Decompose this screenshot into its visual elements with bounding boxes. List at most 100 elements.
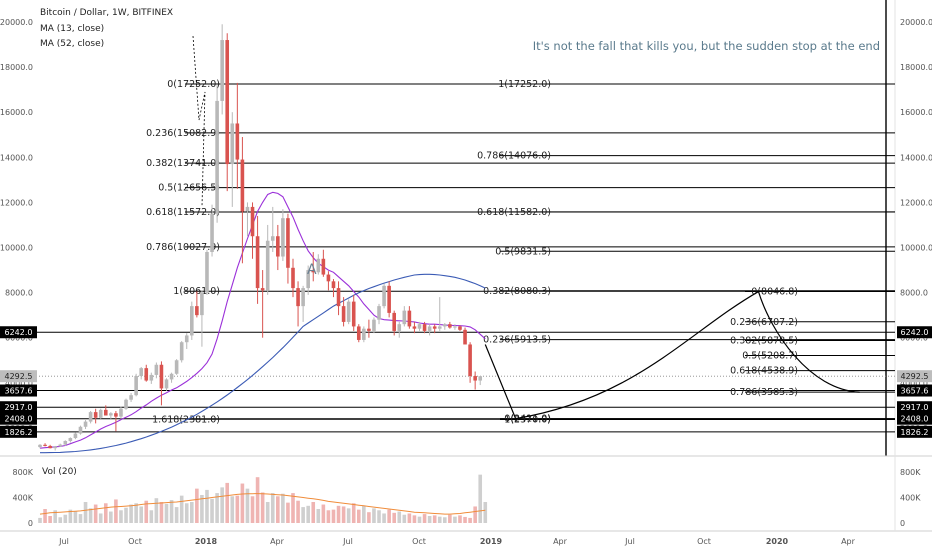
candle[interactable] (205, 249, 209, 295)
candle[interactable] (179, 341, 184, 363)
volume-bar[interactable] (144, 500, 149, 523)
candle[interactable] (240, 137, 245, 264)
candle[interactable] (114, 410, 118, 432)
candle[interactable] (351, 294, 356, 331)
candle[interactable] (220, 24, 224, 115)
candle[interactable] (407, 306, 412, 329)
volume-legend[interactable]: Vol (20) (42, 467, 77, 477)
volume-bar[interactable] (149, 510, 154, 523)
volume-bar[interactable] (478, 474, 483, 523)
volume-bar[interactable] (98, 513, 103, 523)
candle[interactable] (270, 206, 275, 253)
volume-bar[interactable] (412, 515, 417, 523)
volume-bar[interactable] (250, 496, 255, 523)
volume-bar[interactable] (326, 510, 331, 523)
volume-bar[interactable] (270, 493, 275, 523)
candle[interactable] (306, 265, 310, 295)
volume-bar[interactable] (265, 502, 270, 523)
volume-bar[interactable] (220, 487, 224, 523)
candle[interactable] (265, 224, 270, 295)
candle[interactable] (149, 372, 154, 384)
volume-bar[interactable] (139, 506, 143, 523)
volume-bar[interactable] (346, 508, 351, 523)
candle[interactable] (311, 252, 316, 282)
volume-bar[interactable] (255, 477, 260, 523)
candle[interactable] (38, 444, 42, 449)
projection-decline-curve[interactable] (757, 291, 860, 393)
candle[interactable] (109, 412, 113, 419)
volume-bar[interactable] (195, 488, 199, 523)
ma52-legend[interactable]: MA (52, close) (40, 39, 104, 49)
candle[interactable] (432, 324, 437, 334)
volume-bar[interactable] (281, 493, 285, 523)
candle[interactable] (134, 373, 138, 397)
candle[interactable] (164, 378, 169, 391)
volume-bar[interactable] (38, 517, 42, 523)
volume-bar[interactable] (341, 506, 346, 523)
candle[interactable] (372, 317, 376, 334)
candle[interactable] (195, 291, 199, 318)
volume-bar[interactable] (63, 514, 68, 523)
candle[interactable] (63, 440, 68, 446)
volume-bar[interactable] (432, 515, 437, 523)
volume-bar[interactable] (68, 509, 73, 523)
candle[interactable] (225, 33, 230, 192)
candle[interactable] (437, 297, 442, 331)
candle[interactable] (230, 112, 235, 207)
candle[interactable] (382, 283, 386, 309)
volume-bar[interactable] (43, 509, 47, 523)
candle[interactable] (159, 361, 164, 406)
volume-bar[interactable] (443, 517, 447, 523)
volume-bar[interactable] (200, 495, 204, 523)
candle[interactable] (83, 420, 88, 430)
candle[interactable] (93, 408, 98, 424)
volume-bar[interactable] (78, 514, 83, 523)
volume-bar[interactable] (88, 508, 93, 523)
volume-bar[interactable] (321, 504, 326, 523)
candle[interactable] (250, 202, 255, 259)
volume-bar[interactable] (276, 496, 280, 523)
volume-bar[interactable] (235, 495, 240, 523)
candle[interactable] (392, 310, 396, 336)
ma13-legend[interactable]: MA (13, close) (40, 24, 104, 34)
candle[interactable] (98, 408, 103, 419)
volume-bar[interactable] (109, 511, 113, 523)
volume-bar[interactable] (316, 509, 321, 523)
volume-bar[interactable] (382, 513, 386, 523)
candle[interactable] (301, 285, 305, 322)
candle[interactable] (245, 202, 250, 237)
candle[interactable] (286, 213, 290, 284)
volume-bar[interactable] (306, 505, 310, 523)
candle[interactable] (443, 323, 447, 330)
candle[interactable] (144, 364, 149, 382)
candle[interactable] (341, 297, 346, 327)
candle[interactable] (255, 215, 260, 304)
projection-rally-curve[interactable] (515, 291, 759, 420)
candle[interactable] (210, 204, 214, 257)
candle[interactable] (321, 249, 326, 277)
volume-bar[interactable] (174, 507, 179, 523)
volume-bar[interactable] (225, 482, 230, 523)
volume-bar[interactable] (169, 500, 174, 523)
volume-bar[interactable] (483, 502, 488, 523)
volume-bar[interactable] (164, 503, 169, 523)
volume-bar[interactable] (387, 509, 391, 523)
volume-bar[interactable] (437, 516, 442, 523)
volume-bar[interactable] (422, 514, 427, 523)
candle[interactable] (43, 443, 47, 447)
candle[interactable] (367, 319, 371, 338)
candle[interactable] (174, 359, 179, 375)
candle[interactable] (356, 324, 361, 343)
candle[interactable] (88, 410, 93, 424)
volume-bar[interactable] (468, 517, 472, 523)
volume-bar[interactable] (129, 504, 133, 523)
volume-bar[interactable] (58, 517, 63, 523)
candle[interactable] (281, 209, 285, 262)
candle[interactable] (326, 271, 331, 291)
candle[interactable] (235, 82, 240, 189)
volume-bar[interactable] (124, 507, 128, 523)
volume-bar[interactable] (448, 514, 452, 523)
candle[interactable] (402, 306, 407, 327)
volume-bar[interactable] (453, 516, 457, 523)
volume-bar[interactable] (159, 502, 164, 523)
